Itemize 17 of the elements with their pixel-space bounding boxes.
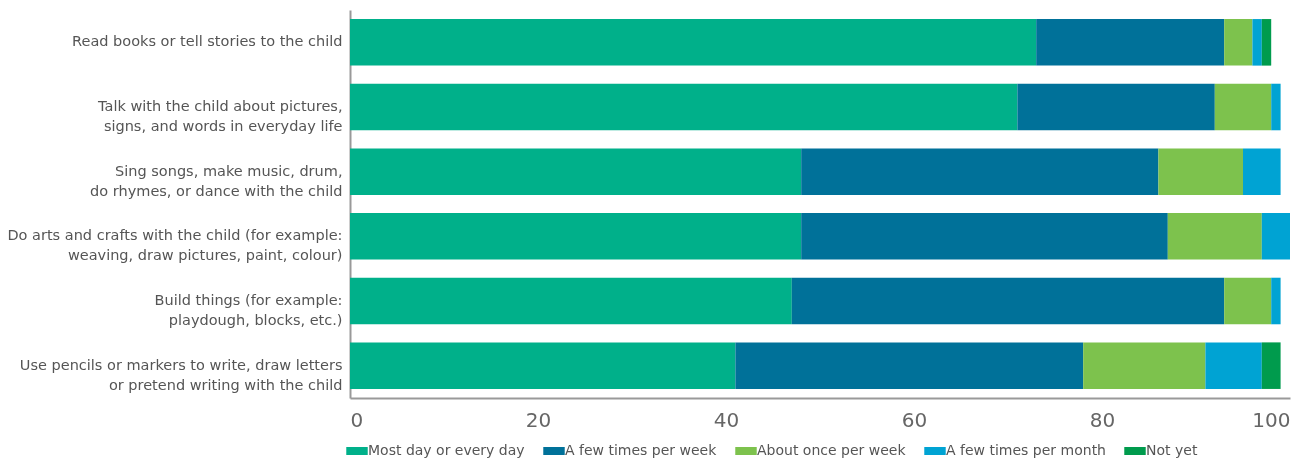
x-tick-label: 20 [525, 407, 552, 432]
y-tick-label: Sing songs, make music, drum, do rhymes, or dance with the child [90, 162, 343, 199]
y-tick-label: Build things (for example: playdough, blocks, etc.) [154, 292, 343, 328]
legend-label: About once per week [757, 442, 907, 458]
x-tick-label: 100 [1252, 407, 1291, 432]
y-tick-label: Talk with the child about pictures, signs, and words in everyday life [97, 98, 343, 134]
y-tick-label: Use pencils or markers to write, draw letters or pretend writing with the child [19, 356, 343, 393]
legend-label: A few times per month [946, 442, 1106, 458]
x-tick-label: 60 [901, 407, 928, 432]
legend-label: A few times per week [565, 442, 718, 458]
legend-label: Most day or every day [368, 442, 525, 458]
x-tick-label: 40 [713, 407, 740, 432]
legend-label: Not yet [1146, 442, 1198, 458]
x-tick-label: 0 [350, 407, 364, 432]
y-tick-label: Do arts and crafts with the child (for example: weaving, draw pictures, paint, colour) [7, 227, 343, 264]
y-tick-label: Read books or tell stories to the child [72, 33, 343, 50]
x-tick-label: 80 [1089, 407, 1116, 432]
